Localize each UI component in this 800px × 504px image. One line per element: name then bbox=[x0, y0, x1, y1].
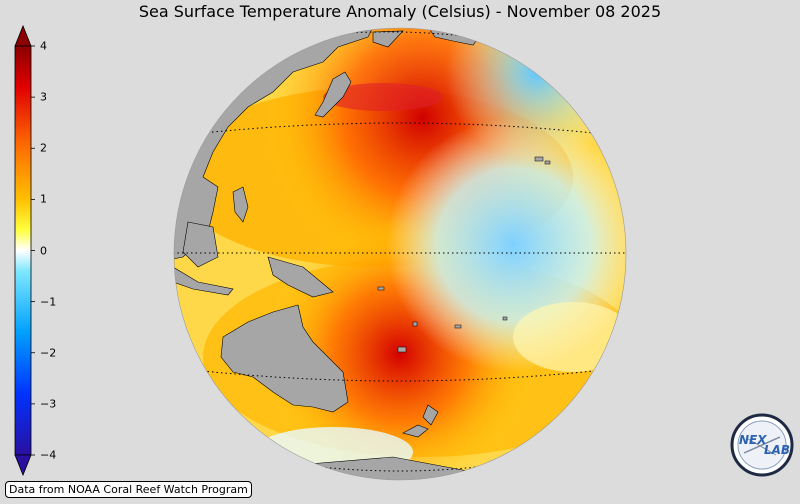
nexlab-logo-graphic bbox=[730, 413, 794, 477]
colorbar-tick-label: 4 bbox=[40, 39, 47, 53]
data-credit: Data from NOAA Coral Reef Watch Program bbox=[5, 481, 252, 498]
colorbar: 4 3 2 1 0 −1 −2 −3 −4 bbox=[0, 0, 70, 500]
map-title: Sea Surface Temperature Anomaly (Celsius… bbox=[138, 2, 662, 21]
colorbar-tick-label: 1 bbox=[40, 192, 47, 206]
globe-map bbox=[173, 27, 627, 481]
logo-text-lab: LAB bbox=[764, 443, 791, 457]
colorbar-top-arrow bbox=[14, 24, 32, 47]
pacific-islands bbox=[377, 156, 551, 353]
nexlab-logo: NEX LAB bbox=[730, 413, 794, 477]
colorbar-tick-label: −2 bbox=[40, 346, 57, 360]
colorbar-tick-label: −4 bbox=[40, 448, 57, 462]
colorbar-tick-label: 3 bbox=[40, 90, 47, 104]
logo-text-nex: NEX bbox=[739, 433, 767, 447]
globe-graphic bbox=[173, 27, 627, 481]
colorbar-tick-label: −3 bbox=[40, 397, 57, 411]
colorbar-tick-label: −1 bbox=[40, 295, 57, 309]
colorbar-graphic bbox=[14, 24, 35, 477]
colorbar-tick-label: 2 bbox=[40, 141, 47, 155]
colorbar-bar bbox=[14, 45, 32, 456]
colorbar-bottom-arrow bbox=[14, 454, 32, 477]
colorbar-tick-label: 0 bbox=[40, 244, 47, 257]
